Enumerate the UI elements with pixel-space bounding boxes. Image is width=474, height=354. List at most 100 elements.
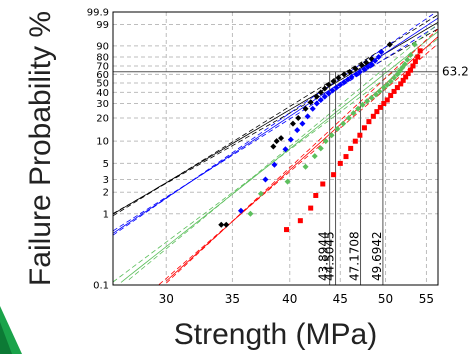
data-point xyxy=(391,88,397,94)
data-point xyxy=(407,52,414,59)
y-tick-label: 2 xyxy=(103,188,109,199)
data-point xyxy=(363,59,370,66)
data-point xyxy=(361,125,367,131)
y-tick-label: 30 xyxy=(96,99,109,110)
y-tick-label: 50 xyxy=(96,79,109,90)
data-point xyxy=(377,104,383,110)
data-point xyxy=(321,93,328,100)
data-point xyxy=(372,91,379,98)
y-tick-label: 80 xyxy=(96,52,109,63)
x-tick-label: 40 xyxy=(282,292,297,306)
y-tick-label: 99 xyxy=(96,20,109,31)
data-point xyxy=(317,96,324,103)
weibull-fit-line xyxy=(112,24,439,232)
weibull-fit-line xyxy=(112,28,439,214)
data-point xyxy=(401,61,408,68)
data-point xyxy=(344,76,351,83)
data-point xyxy=(223,221,230,228)
data-point xyxy=(271,161,278,168)
data-point xyxy=(335,74,342,81)
data-point xyxy=(337,81,344,88)
characteristic-strength-label: 47.1708 xyxy=(348,231,362,281)
data-point xyxy=(278,135,285,142)
data-point xyxy=(408,67,414,73)
data-point xyxy=(321,85,328,92)
data-point xyxy=(333,84,340,91)
data-point xyxy=(345,115,352,122)
data-point xyxy=(237,207,244,214)
data-point xyxy=(374,109,380,115)
characteristic-strength-label: 44.5045 xyxy=(323,231,337,281)
y-tick-label: 3 xyxy=(103,175,109,186)
data-point xyxy=(368,61,375,68)
y-tick-label: 99.9 xyxy=(87,8,109,19)
x-tick-label: 45 xyxy=(333,292,348,306)
data-point xyxy=(307,99,314,106)
weibull-fit-line xyxy=(112,22,439,215)
weibull-fit-line xyxy=(112,38,439,283)
data-point xyxy=(262,176,269,183)
y-axis-title: Failure Probability % xyxy=(24,11,57,286)
data-point xyxy=(302,105,309,112)
data-point xyxy=(257,190,264,197)
y-tick-label: 20 xyxy=(96,114,109,125)
data-point xyxy=(313,100,320,107)
data-point xyxy=(380,84,387,91)
x-tick-label: 50 xyxy=(378,292,393,306)
data-point xyxy=(289,120,296,127)
weibull-fit-line xyxy=(166,28,439,284)
data-point xyxy=(357,132,363,138)
data-point xyxy=(341,79,348,86)
data-point xyxy=(304,113,311,120)
x-tick-label: 35 xyxy=(225,292,240,306)
data-points xyxy=(218,41,423,233)
data-point xyxy=(282,146,289,153)
x-tick-label: 30 xyxy=(159,292,174,306)
weibull-fit-line xyxy=(112,13,435,236)
data-point xyxy=(400,77,406,83)
weibull-fit-line xyxy=(128,23,439,281)
data-point xyxy=(348,73,355,80)
data-point xyxy=(368,94,375,101)
data-point xyxy=(366,119,372,125)
data-point xyxy=(247,210,254,217)
characteristic-strength-label: 49.6942 xyxy=(370,231,384,281)
data-point xyxy=(352,138,358,144)
y-tick-label: 0.1 xyxy=(93,281,109,292)
plot-frame xyxy=(112,11,439,286)
data-point xyxy=(353,71,360,78)
data-point xyxy=(329,87,336,94)
data-point xyxy=(317,145,324,152)
data-point xyxy=(297,218,303,224)
weibull-fit-line xyxy=(112,14,439,217)
weibull-fit-line xyxy=(120,31,439,283)
data-point xyxy=(415,54,421,60)
data-point xyxy=(375,53,382,60)
data-point xyxy=(370,113,376,119)
y-tick-label: 10 xyxy=(96,137,109,148)
grid xyxy=(113,11,438,286)
data-point xyxy=(334,125,341,132)
data-point xyxy=(294,127,301,134)
data-point xyxy=(384,81,391,88)
data-point xyxy=(273,138,280,145)
data-point xyxy=(325,90,332,97)
data-point xyxy=(299,120,306,127)
data-point xyxy=(359,101,366,108)
data-point xyxy=(381,101,387,107)
data-point xyxy=(388,93,394,99)
data-point xyxy=(309,105,316,112)
reference-lines xyxy=(113,71,438,285)
data-point xyxy=(403,74,409,80)
data-point xyxy=(343,154,349,160)
data-point xyxy=(412,59,418,65)
data-point xyxy=(346,68,353,75)
data-point xyxy=(358,62,365,69)
y-tick-label: 60 xyxy=(96,70,109,81)
data-point xyxy=(302,163,309,170)
data-point xyxy=(364,98,371,105)
data-point xyxy=(311,153,318,160)
data-point xyxy=(355,105,362,112)
